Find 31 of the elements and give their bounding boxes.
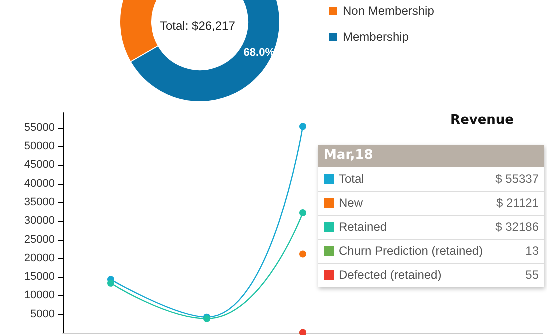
annotation: $ 32186 [496, 220, 540, 234]
y-tick-label: 40000 [24, 178, 55, 190]
legend-label: Membership [343, 30, 410, 44]
annotation: $ 21121 [496, 196, 540, 210]
point [300, 209, 306, 216]
y-tick-label: 45000 [24, 159, 55, 172]
y-tick-label: 15000 [24, 271, 55, 284]
point [300, 250, 306, 258]
data-label: 68.0% [244, 47, 276, 60]
point [300, 123, 306, 130]
legend-label: Total [339, 172, 364, 186]
y-tick-label: 10000 [24, 290, 55, 302]
y-tick-label: 55000 [24, 122, 55, 134]
y-tick-label: 5000 [30, 308, 55, 320]
chart-title: Revenue [450, 113, 514, 128]
legend-label: Churn Prediction (retained) [339, 244, 484, 258]
text: Total: $26,217 [160, 19, 236, 33]
point [108, 280, 114, 287]
y-tick-label: 35000 [24, 196, 55, 208]
y-tick-label: 20000 [24, 252, 55, 264]
annotation: Mar,18 [324, 148, 374, 163]
legend-label: Defected (retained) [339, 268, 442, 282]
legend-label: Retained [339, 220, 388, 234]
annotation: 13 [526, 244, 540, 258]
annotation: 55 [526, 268, 540, 282]
y-tick-label: 30000 [24, 215, 55, 228]
y-tick-label: 25000 [24, 234, 55, 246]
legend-label: Non Membership [343, 4, 435, 18]
y-tick-label: 50000 [24, 140, 55, 153]
annotation: $ 55337 [496, 172, 540, 186]
legend-label: New [339, 196, 364, 210]
